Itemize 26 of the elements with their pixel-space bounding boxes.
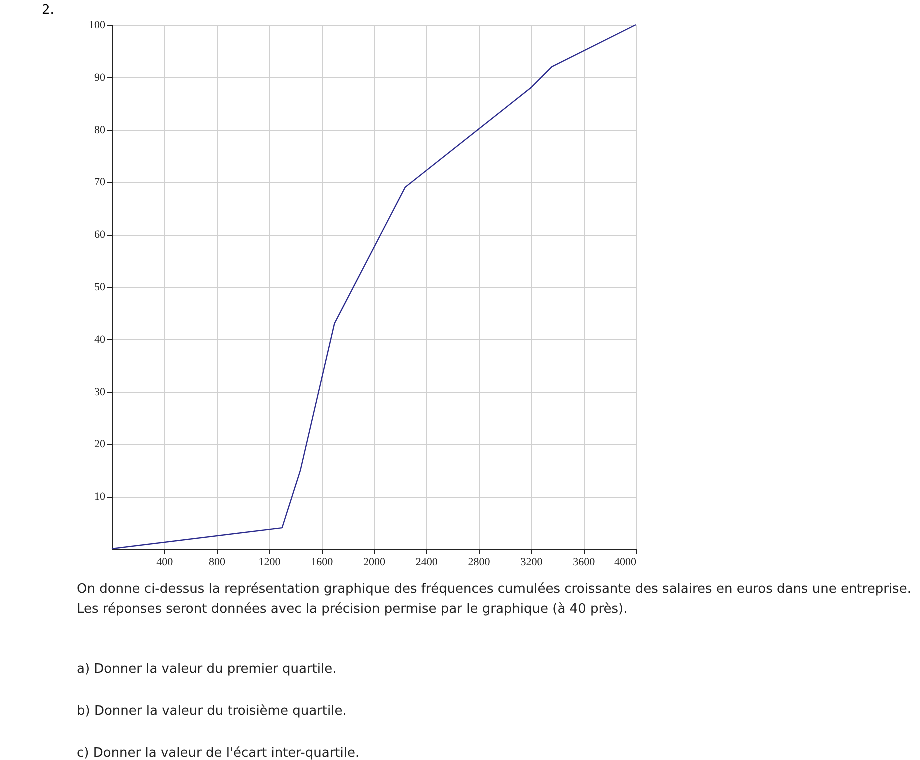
x-tick-label: 2000 — [364, 556, 386, 568]
text: On donne ci-dessus la représentation graphique des fréquences cumulées croissante des salaires en euros dans une entreprise. — [77, 582, 912, 597]
chart-title: 2. — [42, 3, 54, 18]
y-tick-label: 90 — [94, 72, 106, 84]
x-tick-label: 800 — [209, 556, 226, 568]
y-tick-label: 10 — [94, 491, 106, 504]
y-tick-label: 40 — [94, 334, 106, 346]
y-tick-label: 50 — [94, 282, 106, 294]
y-tick-label: 20 — [94, 438, 106, 451]
text: c) Donner la valeur de l'écart inter-quartile. — [77, 746, 360, 760]
x-tick-label: 4000 — [614, 556, 637, 568]
x-tick-label: 1600 — [311, 556, 334, 568]
x-tick-label: 400 — [156, 556, 174, 568]
x-tick-label: 1200 — [258, 556, 282, 568]
y-tick-label: 100 — [89, 20, 106, 32]
x-tick-label: 3600 — [573, 556, 596, 568]
text: Les réponses seront données avec la précision permise par le graphique (à 40 près). — [77, 602, 628, 617]
y-tick-label: 70 — [94, 176, 106, 189]
text: a) Donner la valeur du premier quartile. — [77, 662, 337, 677]
x-tick-label: 2800 — [468, 556, 491, 568]
y-tick-label: 80 — [94, 124, 106, 136]
y-tick-label: 60 — [94, 229, 106, 242]
x-tick-label: 3200 — [520, 556, 544, 568]
x-tick-label: 2400 — [416, 556, 438, 568]
y-tick-label: 30 — [94, 386, 106, 398]
text: b) Donner la valeur du troisième quartile. — [77, 704, 347, 719]
